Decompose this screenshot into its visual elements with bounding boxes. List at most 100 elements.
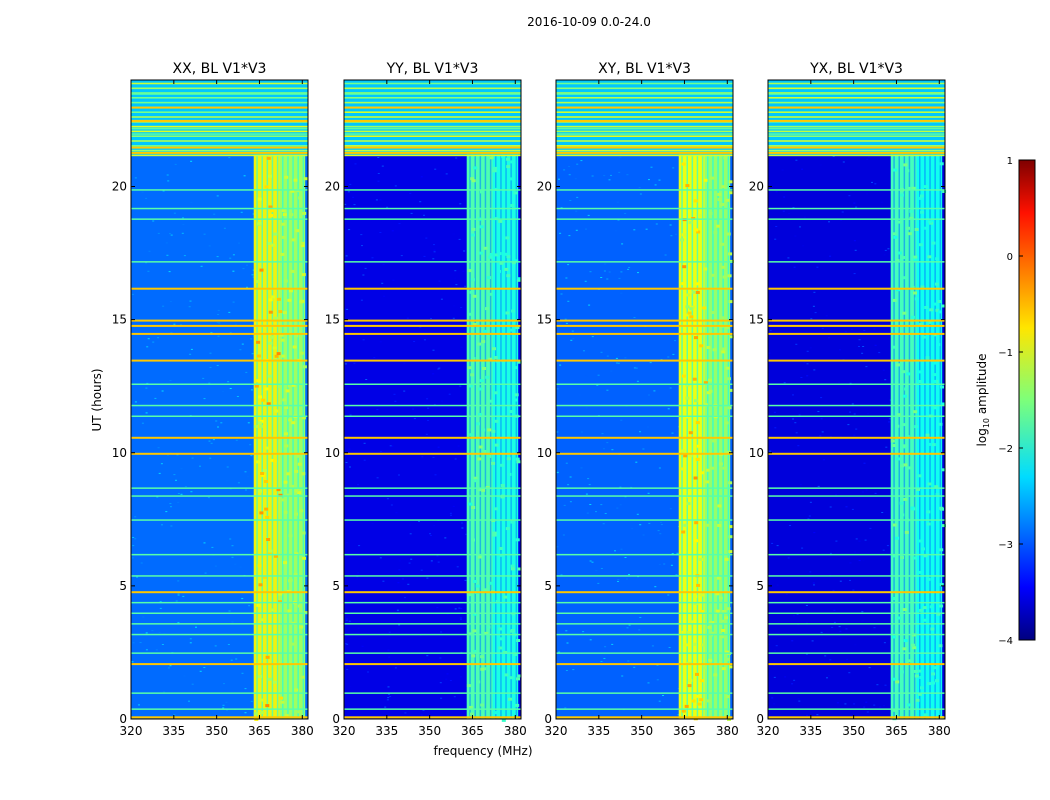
noise-speck [671,432,674,434]
hot-row [768,287,945,290]
noise-speck [800,377,803,378]
noise-speck [412,408,415,410]
band-blob [708,378,712,382]
band-blob [301,531,306,535]
noise-speck [379,341,382,343]
y-tick-label: 5 [544,579,552,593]
band-blob [681,162,686,166]
noise-speck [379,451,382,452]
band-blob [470,177,475,181]
y-tick-label: 20 [112,180,127,194]
noise-speck [349,686,352,688]
warm-row [768,383,945,385]
warm-row [344,487,521,489]
noise-speck [363,459,366,461]
noise-speck [806,375,809,377]
band-blob [264,185,269,189]
noise-speck [771,697,774,699]
noise-speck [434,168,437,170]
band-blob [892,677,897,681]
band-blob [488,255,493,259]
band-blob [910,643,915,647]
noise-speck [873,328,876,330]
noise-speck [795,480,798,482]
noise-speck [802,245,805,247]
band-blob [256,379,261,383]
noise-speck [657,530,660,532]
band-blob [920,210,925,214]
saturated-row [768,87,945,90]
band-blob [472,323,477,326]
band-blob [915,698,920,702]
noise-speck [862,346,865,347]
band-blob [259,698,264,702]
hot-row [768,146,945,149]
warm-row [768,487,945,489]
noise-speck [189,300,192,302]
noise-speck [809,571,812,573]
noise-speck [418,521,420,522]
band-blob [504,252,509,256]
noise-speck [833,621,836,623]
noise-speck [246,629,249,631]
noise-speck [132,642,135,644]
noise-speck [386,206,389,208]
saturated-row [556,87,733,90]
warm-row [344,519,521,521]
saturated-row [768,135,945,137]
noise-speck [393,393,396,395]
noise-speck [383,295,386,297]
noise-speck [849,411,851,413]
band-blob [902,394,907,398]
band-blob [724,326,729,330]
noise-speck [583,350,585,352]
noise-speck [580,160,583,162]
noise-speck [852,589,855,591]
noise-speck [190,201,193,203]
noise-speck [589,271,592,273]
band-blob [726,232,731,236]
band-blob [292,345,297,349]
noise-speck [401,578,404,580]
noise-speck [403,362,406,364]
noise-speck [454,608,457,610]
band-blob [712,439,717,443]
noise-speck [386,498,389,500]
noise-speck [465,304,467,306]
noise-speck [639,431,641,433]
band-blob [699,698,704,702]
band-blob [722,275,727,279]
band-blob [708,658,713,662]
saturated-row [768,111,945,113]
noise-speck [578,394,581,396]
band-blob [266,156,271,160]
band-blob [938,310,942,314]
band-blob [938,644,943,648]
band-column [913,80,916,719]
noise-speck [814,312,817,314]
noise-speck [445,173,448,175]
band-blob [483,329,488,333]
band-blob [720,619,725,623]
band-blob [476,422,480,426]
noise-speck [361,645,364,647]
noise-speck [391,230,394,232]
band-blob [936,612,941,616]
noise-speck [251,353,254,355]
band-blob [484,631,489,635]
noise-speck [887,248,890,250]
band-blob [501,154,506,158]
noise-speck [845,628,848,630]
warm-row [768,519,945,521]
noise-speck [821,327,824,329]
hot-row [131,716,308,719]
noise-speck [600,661,603,662]
band-blob [516,278,521,282]
x-tick-label: 350 [630,724,653,738]
noise-speck [556,470,559,472]
band-blob [728,665,733,669]
band-blob [688,431,693,435]
noise-speck [227,381,230,383]
warm-row [768,207,945,210]
band-blob [694,228,698,232]
